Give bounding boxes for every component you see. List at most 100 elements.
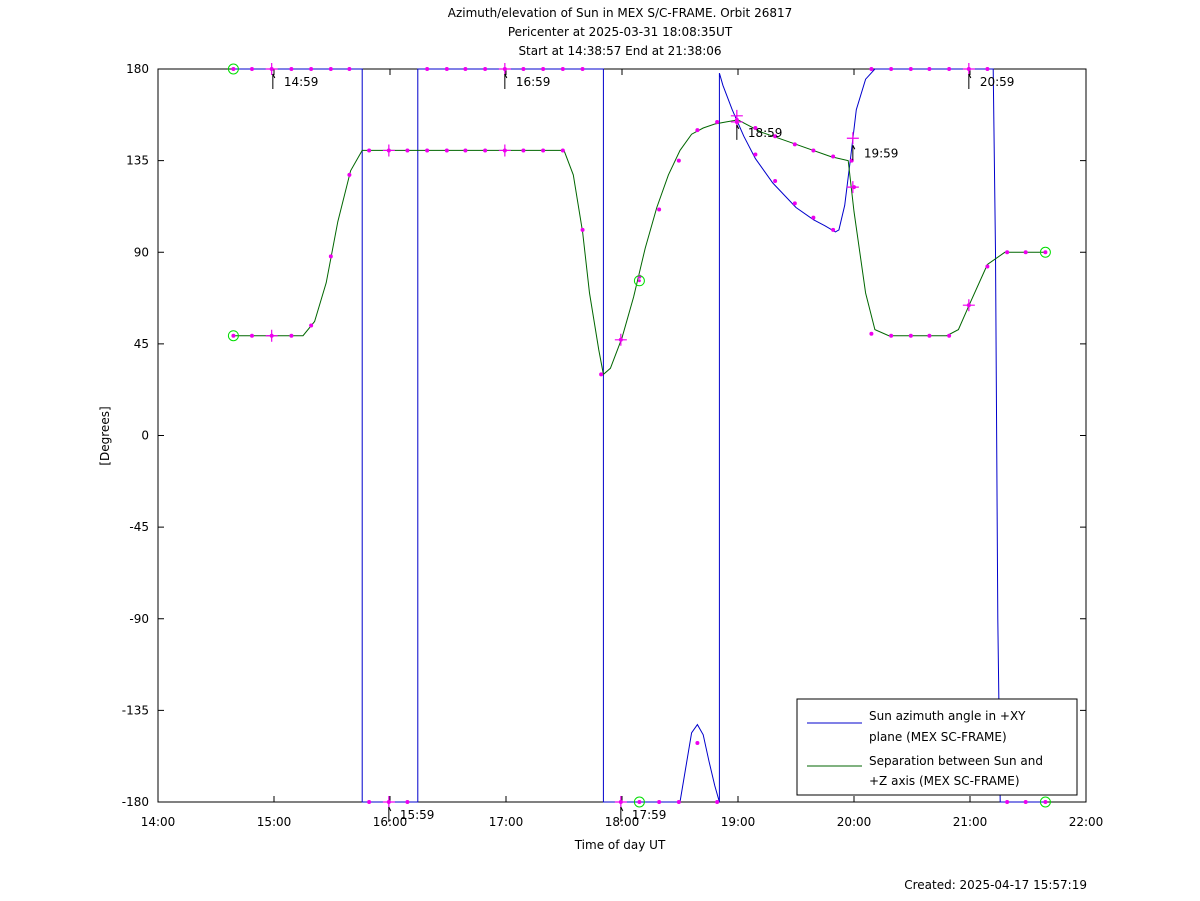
- hour-marker: [846, 132, 859, 145]
- annotation-arrow: [504, 73, 508, 89]
- point-marker: [521, 67, 526, 71]
- y-axis-label: [Degrees]: [98, 406, 112, 465]
- point-marker: [676, 800, 681, 804]
- point-marker: [347, 172, 352, 177]
- endpoint-marker: [227, 63, 239, 75]
- point-marker: [869, 67, 874, 71]
- point-marker: [947, 333, 952, 338]
- x-tick-label: 14:00: [141, 815, 176, 829]
- point-marker: [811, 215, 816, 220]
- point-marker: [676, 158, 681, 163]
- y-tick-label: 45: [134, 337, 149, 351]
- point-marker: [328, 254, 333, 259]
- legend-label-azimuth-line-1: Sun azimuth angle in +XY: [869, 709, 1026, 723]
- hour-marker: [614, 333, 627, 346]
- point-marker: [811, 148, 816, 153]
- series-line-sun-z-separation: [233, 119, 1046, 376]
- point-marker: [521, 148, 526, 153]
- point-marker: [425, 148, 430, 153]
- point-marker: [792, 142, 797, 147]
- hour-marker: [265, 329, 278, 342]
- endpoint-marker: [1039, 246, 1051, 258]
- endpoint-center: [1043, 250, 1047, 254]
- x-tick-label: 19:00: [721, 815, 756, 829]
- annotation-label: 15:59: [400, 808, 435, 822]
- y-tick-label: -90: [129, 612, 149, 626]
- point-marker: [560, 67, 565, 71]
- point-marker: [1023, 800, 1028, 804]
- point-marker: [657, 800, 662, 804]
- chart-title-line-1: Azimuth/elevation of Sun in MEX S/C-FRAM…: [448, 6, 793, 20]
- x-tick-label: 16:00: [373, 815, 408, 829]
- point-marker: [289, 67, 294, 71]
- point-marker: [289, 333, 294, 338]
- point-marker: [309, 67, 314, 71]
- annotation-label: 14:59: [284, 75, 319, 89]
- data-markers: [227, 63, 1051, 808]
- point-marker: [715, 800, 720, 804]
- point-marker: [889, 67, 894, 71]
- hour-marker: [382, 144, 395, 157]
- y-tick-label: 0: [141, 429, 149, 443]
- point-marker: [405, 148, 410, 153]
- legend-frame: [796, 698, 1078, 796]
- hour-marker: [382, 796, 395, 808]
- y-tick-label: -45: [129, 520, 149, 534]
- hour-marker: [498, 63, 511, 75]
- point-marker: [444, 67, 449, 71]
- endpoint-center: [231, 67, 235, 71]
- annotation-arrow: [968, 73, 972, 89]
- point-marker: [580, 227, 585, 232]
- point-marker: [347, 67, 352, 71]
- x-tick-label: 22:00: [1069, 815, 1104, 829]
- annotation-arrow: [852, 145, 856, 161]
- x-axis-label: Time of day UT: [574, 838, 666, 852]
- endpoint-center: [1043, 800, 1047, 804]
- point-marker: [792, 201, 797, 206]
- point-marker: [309, 323, 314, 328]
- point-marker: [541, 148, 546, 153]
- legend-label-separation-line-1: Separation between Sun and: [869, 754, 1043, 768]
- endpoint-marker: [227, 330, 239, 342]
- endpoint-marker: [633, 796, 645, 808]
- point-marker: [908, 333, 913, 338]
- point-marker: [580, 67, 585, 71]
- point-marker: [927, 67, 932, 71]
- point-marker: [405, 800, 410, 804]
- x-tick-label: 20:00: [837, 815, 872, 829]
- hour-marker: [614, 796, 627, 808]
- point-marker: [249, 67, 254, 71]
- point-marker: [541, 67, 546, 71]
- point-marker: [1023, 250, 1028, 255]
- point-marker: [753, 152, 758, 157]
- endpoint-marker: [1039, 796, 1051, 808]
- point-marker: [483, 148, 488, 153]
- hour-marker: [962, 299, 975, 312]
- x-tick-label: 15:00: [257, 815, 292, 829]
- point-marker: [444, 148, 449, 153]
- hour-marker: [846, 181, 859, 194]
- annotation-arrow: [736, 124, 740, 140]
- legend-label-azimuth-line-2: plane (MEX SC-FRAME): [869, 730, 1007, 744]
- point-marker: [425, 67, 430, 71]
- point-marker: [889, 333, 894, 338]
- point-marker: [831, 227, 836, 232]
- point-marker: [831, 154, 836, 159]
- point-marker: [560, 148, 565, 153]
- y-tick-label: -135: [122, 703, 149, 717]
- y-tick-label: 180: [126, 62, 149, 76]
- point-marker: [463, 67, 468, 71]
- annotation-arrow: [272, 73, 276, 89]
- point-marker: [715, 119, 720, 124]
- y-tick-label: 90: [134, 245, 149, 259]
- endpoint-center: [231, 334, 235, 338]
- chart-legend: Sun azimuth angle in +XY plane (MEX SC-F…: [796, 698, 1078, 796]
- point-marker: [249, 333, 254, 338]
- point-marker: [599, 372, 604, 377]
- point-marker: [328, 67, 333, 71]
- hour-marker: [962, 63, 975, 75]
- annotation-label: 17:59: [632, 808, 667, 822]
- time-annotations: 14:59 15:59 16:59 17:59 18:59 19:59 20:59: [272, 73, 1014, 822]
- x-tick-label: 21:00: [953, 815, 988, 829]
